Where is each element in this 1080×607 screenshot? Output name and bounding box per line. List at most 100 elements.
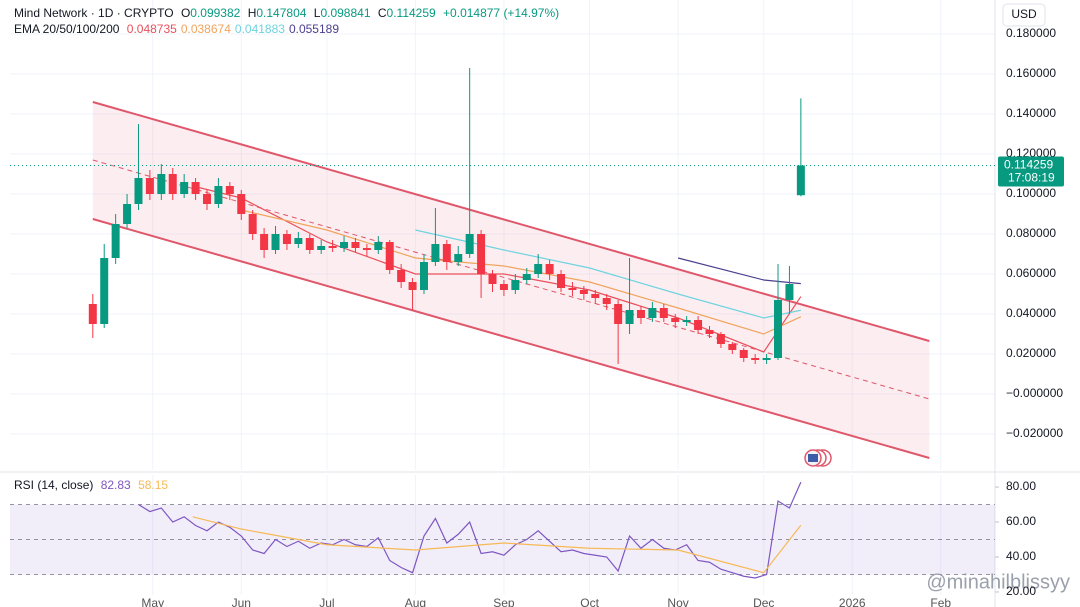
y-tick-label: −0.020000 [1006, 426, 1063, 440]
x-tick-label: Aug [405, 596, 426, 607]
y-tick-label: 80.00 [1006, 479, 1036, 493]
ema-value: 0.055189 [288, 22, 340, 36]
candle-body [499, 284, 508, 290]
candle-body [374, 242, 383, 250]
candle-body [248, 214, 257, 234]
candle-body [214, 186, 223, 204]
ohlc-label: L [313, 6, 321, 20]
indicator-values: 0.048735 0.038674 0.041883 0.055189 [127, 22, 343, 36]
candle-body [157, 174, 166, 194]
y-tick-label: 0.080000 [1006, 226, 1056, 240]
candle-body [762, 358, 771, 360]
y-tick-label: 0.140000 [1006, 106, 1056, 120]
y-tick-label: 20.00 [1006, 584, 1036, 598]
candle-body [705, 330, 714, 334]
candle-body [728, 344, 737, 350]
candle-body [385, 242, 394, 270]
candle-body [602, 298, 611, 304]
candle-body [123, 204, 132, 224]
candle-body [397, 270, 406, 282]
ema-value: 0.038674 [180, 22, 231, 36]
x-tick-label: Dec [753, 596, 774, 607]
candle-body [568, 288, 577, 290]
candle-body [408, 282, 417, 290]
watermark: @minahilblissyy [926, 571, 1070, 593]
candle-body [774, 300, 783, 358]
candle-body [305, 238, 314, 250]
candle-body [111, 224, 120, 258]
ohlc-label: O [180, 6, 191, 20]
candle-body [511, 280, 520, 290]
ema-line [192, 185, 802, 353]
candle-body [340, 242, 349, 248]
candle-body [545, 264, 554, 274]
candle-body [716, 334, 725, 344]
symbol-title: Mind Network · 1D · CRYPTO [14, 6, 174, 20]
candle-body [362, 248, 371, 250]
rsi-ma-value: 58.15 [138, 478, 169, 492]
candle-body [145, 178, 154, 194]
candle-body [134, 178, 143, 204]
candle-body [180, 182, 189, 194]
y-tick-label: 0.020000 [1006, 346, 1056, 360]
candle-body [636, 310, 645, 318]
candle-body [191, 182, 200, 194]
ohlc-label: H [247, 6, 257, 20]
candle-body [88, 304, 97, 324]
candle-body [671, 318, 680, 322]
y-tick-label: 0.040000 [1006, 306, 1056, 320]
candle-body [534, 264, 543, 274]
candle-body [465, 234, 474, 254]
x-tick-label: Nov [667, 596, 688, 607]
background-layer [10, 0, 995, 595]
candle-body [522, 274, 531, 280]
rsi-value: 82.83 [100, 478, 131, 492]
candle-body [579, 290, 588, 294]
x-tick-label: Jul [319, 596, 334, 607]
y-tick-label: 0.060000 [1006, 266, 1056, 280]
last-price-label: 0.114259 [1004, 158, 1053, 172]
x-tick-label: May [141, 596, 164, 607]
y-tick-label: −0.000000 [1006, 386, 1063, 400]
candle-body [225, 186, 234, 194]
candle-body [454, 254, 463, 262]
low-value: 0.098841 [320, 6, 371, 20]
candle-body [100, 258, 109, 324]
countdown: 17:08:19 [1008, 171, 1055, 185]
x-tick-label: 2026 [839, 596, 866, 607]
currency: USD [1011, 7, 1037, 21]
candle-body [648, 308, 657, 318]
candle-body [328, 246, 337, 248]
open-value: 0.099382 [190, 6, 241, 20]
y-tick-label: 0.160000 [1006, 66, 1056, 80]
overlay: May Jun Jul Aug Sep Oct Nov Dec 2026 Feb 0.180000 0… [10, 26, 1064, 607]
candle-body [419, 262, 428, 290]
rsi-title: RSI (14, close) [14, 478, 94, 492]
candle-body [203, 194, 211, 204]
y-tick-label: 40.00 [1006, 549, 1036, 563]
candle-body [317, 246, 326, 250]
rsi-band [10, 504, 995, 575]
change-value: +0.014877 (+14.97%) [443, 6, 560, 20]
candle-body [682, 320, 691, 322]
currency-button[interactable] [1002, 3, 1046, 27]
candle-body [591, 294, 600, 298]
x-tick-label: Feb [930, 596, 951, 607]
high-value: 0.147804 [256, 6, 307, 20]
rsi-line: RSI (14, close) 82.83 58.15 [14, 478, 172, 492]
candle-body [168, 174, 177, 194]
candle-body [796, 165, 805, 196]
header-line: Mind Network · 1D · CRYPTO O0.099382 H0.… [14, 6, 563, 20]
candle-body [431, 244, 440, 262]
candle-body [557, 274, 566, 288]
candle-body [614, 304, 623, 324]
y-tick-label: 0.180000 [1006, 26, 1056, 40]
channel-line [92, 218, 930, 459]
x-tick-label: Sep [493, 596, 515, 607]
candle-body [739, 350, 748, 358]
close-value: 0.114259 [386, 6, 436, 20]
candle-body [271, 234, 280, 250]
last-price-box [998, 156, 1064, 187]
candle-body [442, 244, 451, 262]
